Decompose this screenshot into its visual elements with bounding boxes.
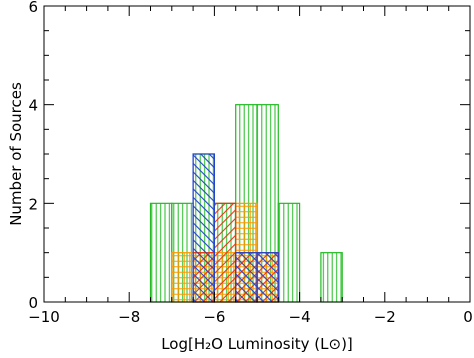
histogram-bar: [171, 252, 194, 303]
histogram-bar: [149, 202, 173, 303]
x-axis-title: Log[H₂O Luminosity (L⊙)]: [161, 335, 353, 353]
x-tick-label: −2: [374, 308, 396, 326]
x-tick-label: −4: [289, 308, 311, 326]
histogram-bar: [256, 252, 279, 303]
y-tick-label: 6: [28, 0, 38, 16]
y-axis-title: Number of Sources: [7, 82, 25, 226]
y-tick-label: 0: [28, 294, 38, 312]
axis-labels: −10 −8 −6 −4 −2 0 0 2 4 6: [28, 0, 473, 326]
y-tick-label: 4: [28, 97, 38, 115]
histogram-bar: [277, 202, 301, 303]
histogram-bar: [235, 252, 258, 303]
y-tick-label: 2: [28, 195, 38, 213]
x-tick-label: −8: [118, 308, 140, 326]
x-tick-label: −10: [28, 308, 60, 326]
histogram-bar: [213, 202, 237, 303]
plot-axes: [43, 5, 471, 303]
x-tick-label: 0: [463, 308, 473, 326]
series-diagonal-up: [192, 153, 279, 303]
histogram-bar: [192, 153, 216, 303]
histogram-bars: [149, 104, 343, 303]
histogram-bar: [320, 252, 343, 303]
x-tick-label: −6: [203, 308, 225, 326]
